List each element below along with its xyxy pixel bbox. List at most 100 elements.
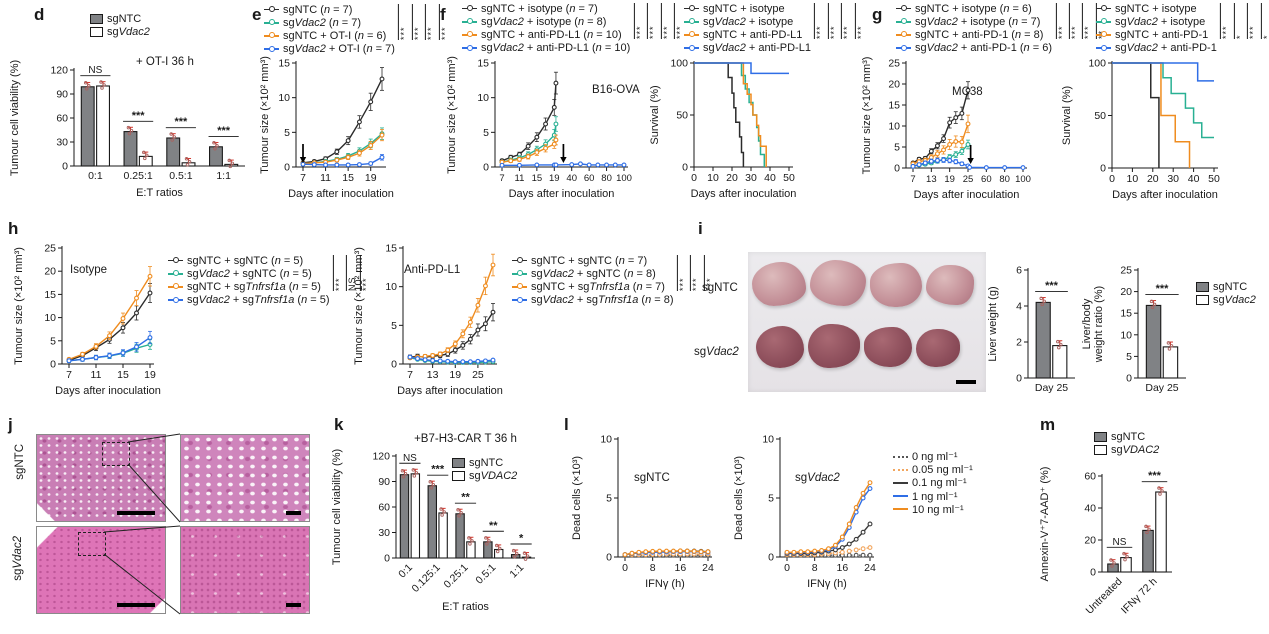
data-marker [691, 548, 697, 554]
significance-mark: *** [1045, 280, 1059, 292]
data-marker [1020, 165, 1026, 171]
data-marker [664, 548, 669, 554]
data-marker [928, 148, 934, 154]
legend-item: sgVdac2 + anti-PD-L1 [684, 42, 811, 55]
tick-label: 10 [1120, 329, 1132, 341]
tick-label: 0 [50, 359, 56, 371]
significance-mark: *** [814, 3, 827, 39]
tick-label: 0 [768, 552, 774, 564]
legend-item: sgNTC + sgNTC (n = 5) [168, 254, 330, 267]
tick-label: 90 [378, 476, 390, 488]
tick-label: 0.25:1 [124, 170, 153, 182]
data-point-dot [102, 83, 106, 87]
y-axis-label: Tumour size (×10² mm³) [861, 57, 873, 175]
survival-curve-sgNTC + anti-PD-L1 [694, 62, 767, 167]
legend-marker-icon [264, 31, 279, 40]
data-point-dot [169, 132, 173, 136]
y-axis-label: Dead cells (×10³) [733, 456, 745, 540]
liver-specimen [870, 263, 922, 307]
legend-item: sgNTC + OT-I (n = 6) [264, 29, 395, 42]
data-marker [93, 355, 99, 360]
data-point-dot [129, 128, 134, 133]
label-anti-pd-l1-condition: Anti-PD-L1 [404, 264, 461, 276]
tick-label: 10 [600, 434, 612, 446]
legend-label: sgVdac2 (n = 7) [283, 16, 362, 29]
data-marker [107, 333, 112, 339]
tick-label: IFNγ 72 h [1119, 576, 1160, 617]
legend-item: sgVdac2 + isotype (n = 7) [896, 15, 1052, 28]
data-point-dot [127, 131, 132, 136]
data-marker [953, 159, 959, 165]
data-marker [839, 534, 845, 540]
tick-label: 5 [606, 493, 612, 505]
data-marker [684, 548, 690, 554]
legend-label: sgVDAC2 [1111, 443, 1160, 456]
bar-sgNTC [1142, 529, 1154, 573]
liver-specimen [916, 329, 960, 367]
data-marker [967, 164, 973, 170]
data-marker [910, 163, 916, 169]
tick-label: 100 [1015, 174, 1031, 185]
tick-label: 20 [44, 266, 56, 278]
liver-specimen [864, 327, 912, 367]
data-marker [853, 547, 859, 553]
data-point-dot [511, 548, 516, 553]
legend-item: sgNTC + sgNTC (n = 7) [512, 254, 674, 267]
survival-curve-sgVdac2 + anti-PD-1 [1112, 62, 1214, 82]
legend-marker-icon [452, 457, 465, 468]
data-marker [846, 552, 852, 558]
legend-item: sgNTC + anti-PD-L1 (n = 10) [462, 28, 630, 41]
tick-label: 0.5:1 [473, 562, 498, 587]
data-point-dot [470, 539, 474, 543]
tick-label: 0.25:1 [441, 562, 470, 591]
data-point-dot [83, 81, 88, 85]
data-point-dot [215, 144, 219, 148]
tick-label: 8 [650, 562, 656, 574]
legend-label: sgNTC + anti-PD-L1 (n = 10) [481, 28, 622, 41]
panel-letter-f: f [440, 5, 446, 24]
legend-label: sgVdac2 + anti-PD-L1 [703, 42, 811, 55]
significance-brackets: *** *** *** *** [632, 3, 686, 39]
data-point-dot [1157, 486, 1161, 490]
data-point-dot [227, 158, 232, 163]
significance-mark: NS [403, 453, 417, 464]
tick-label: 40 [1188, 173, 1200, 185]
y-axis-label: Annexin-V⁺7-AAD⁺ (%) [1039, 467, 1051, 582]
data-marker [368, 161, 374, 166]
legend-item: sgVdac2 [1196, 293, 1256, 306]
data-point-dot [1059, 342, 1063, 347]
data-marker [934, 143, 940, 149]
liver-specimen [756, 326, 804, 368]
legend-label: sgVdac2 + anti-PD-L1 (n = 10) [481, 42, 631, 55]
histology-scale-bar [286, 603, 301, 607]
data-marker [846, 548, 852, 554]
legend-marker-icon [893, 505, 908, 514]
data-marker [959, 110, 965, 116]
data-marker [819, 548, 825, 553]
data-marker [983, 165, 989, 171]
data-marker [941, 147, 947, 153]
significance-mark: *** [841, 3, 854, 39]
tick-label: 5 [391, 320, 397, 332]
y-axis-label: weight ratio (%) [1093, 286, 1105, 363]
legend-marker-icon [893, 492, 908, 501]
legend-item: sgNTC + isotype (n = 6) [896, 2, 1052, 15]
data-marker [437, 358, 443, 364]
tick-label: 100 [616, 173, 632, 184]
legend-item: 10 ng ml⁻¹ [893, 503, 973, 516]
tick-label: 7 [407, 369, 413, 381]
tick-label: 10 [278, 92, 290, 104]
legend-item: sgNTC + isotype (n = 7) [462, 2, 630, 15]
legend-panel-i: sgNTC sgVdac2 [1196, 280, 1256, 306]
data-marker [853, 504, 859, 510]
data-marker [553, 80, 559, 86]
data-marker [934, 151, 940, 157]
data-point-dot [494, 543, 499, 548]
bar-sgVDAC2 [410, 473, 421, 559]
data-marker [947, 157, 953, 163]
bar-sgVDAC2 [438, 512, 448, 559]
data-point-dot [1125, 554, 1129, 559]
tick-label: 0 [691, 172, 697, 184]
tick-label: 15 [385, 243, 397, 255]
data-marker [965, 87, 971, 93]
